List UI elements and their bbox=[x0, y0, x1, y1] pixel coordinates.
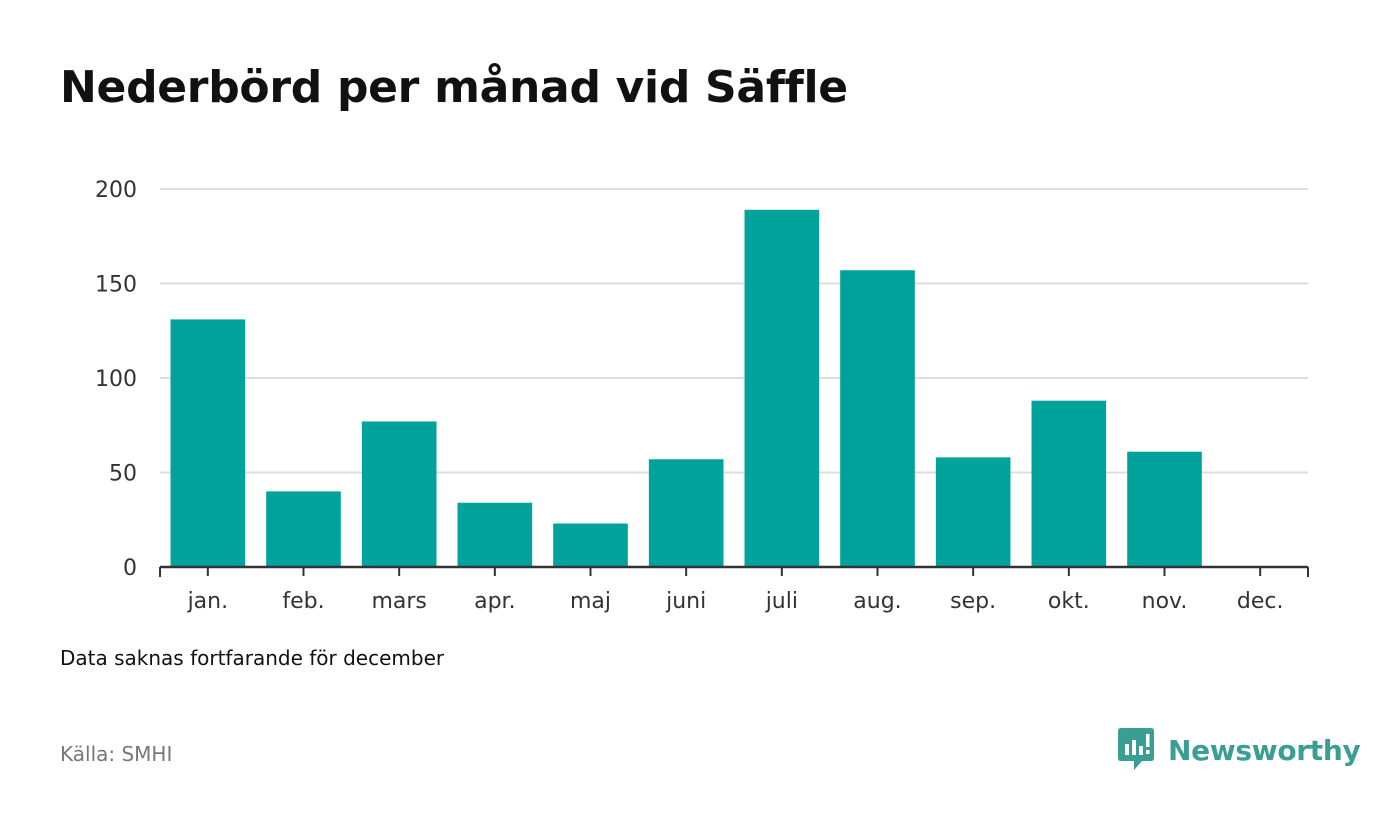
bar-jan[interactable] bbox=[170, 319, 246, 567]
x-tick-label: juni bbox=[665, 589, 706, 614]
x-axis bbox=[159, 565, 1309, 577]
bar-nov[interactable] bbox=[1127, 451, 1202, 567]
x-tick-label: apr. bbox=[474, 589, 515, 614]
missing-data-note: Data saknas fortfarande för december bbox=[60, 646, 445, 670]
y-tick-label: 200 bbox=[95, 178, 137, 203]
x-tick-label: dec. bbox=[1237, 589, 1284, 614]
x-tick-label: okt. bbox=[1048, 589, 1090, 614]
bar-feb[interactable] bbox=[266, 491, 341, 567]
bar-mars[interactable] bbox=[361, 421, 437, 567]
newsworthy-chart-bubble-icon bbox=[1118, 728, 1154, 770]
x-tick-label: nov. bbox=[1142, 589, 1188, 614]
x-tick-label: mars bbox=[371, 589, 426, 614]
bar-aug[interactable] bbox=[840, 270, 915, 567]
y-tick-label: 150 bbox=[95, 273, 137, 298]
bar-apr[interactable] bbox=[457, 502, 533, 567]
source-label: Källa: SMHI bbox=[60, 742, 173, 766]
x-tick-label: juli bbox=[765, 589, 798, 614]
newsworthy-logo[interactable]: Newsworthy bbox=[1118, 728, 1361, 772]
bar-okt[interactable] bbox=[1031, 400, 1107, 567]
x-tick-label: sep. bbox=[950, 589, 996, 614]
bar-juni[interactable] bbox=[648, 459, 724, 567]
tick-labels: 0 50 100 150 200 jan. feb. mars apr. maj juni juli a… bbox=[95, 178, 1283, 614]
x-tick-label: jan. bbox=[187, 589, 229, 614]
x-tick-label: feb. bbox=[282, 589, 324, 614]
bar-maj[interactable] bbox=[553, 523, 628, 567]
y-tick-label: 50 bbox=[109, 462, 137, 487]
x-tick-label: maj bbox=[570, 589, 611, 614]
y-tick-label: 0 bbox=[123, 556, 137, 581]
logo-text: Newsworthy bbox=[1168, 733, 1361, 767]
bar-juli[interactable] bbox=[744, 209, 820, 568]
bar-sep[interactable] bbox=[935, 457, 1011, 567]
y-tick-label: 100 bbox=[95, 367, 137, 392]
bars bbox=[170, 209, 1202, 568]
gridlines bbox=[160, 188, 1308, 474]
chart-title: Nederbörd per månad vid Säffle bbox=[60, 62, 848, 113]
x-tick-label: aug. bbox=[853, 589, 901, 614]
